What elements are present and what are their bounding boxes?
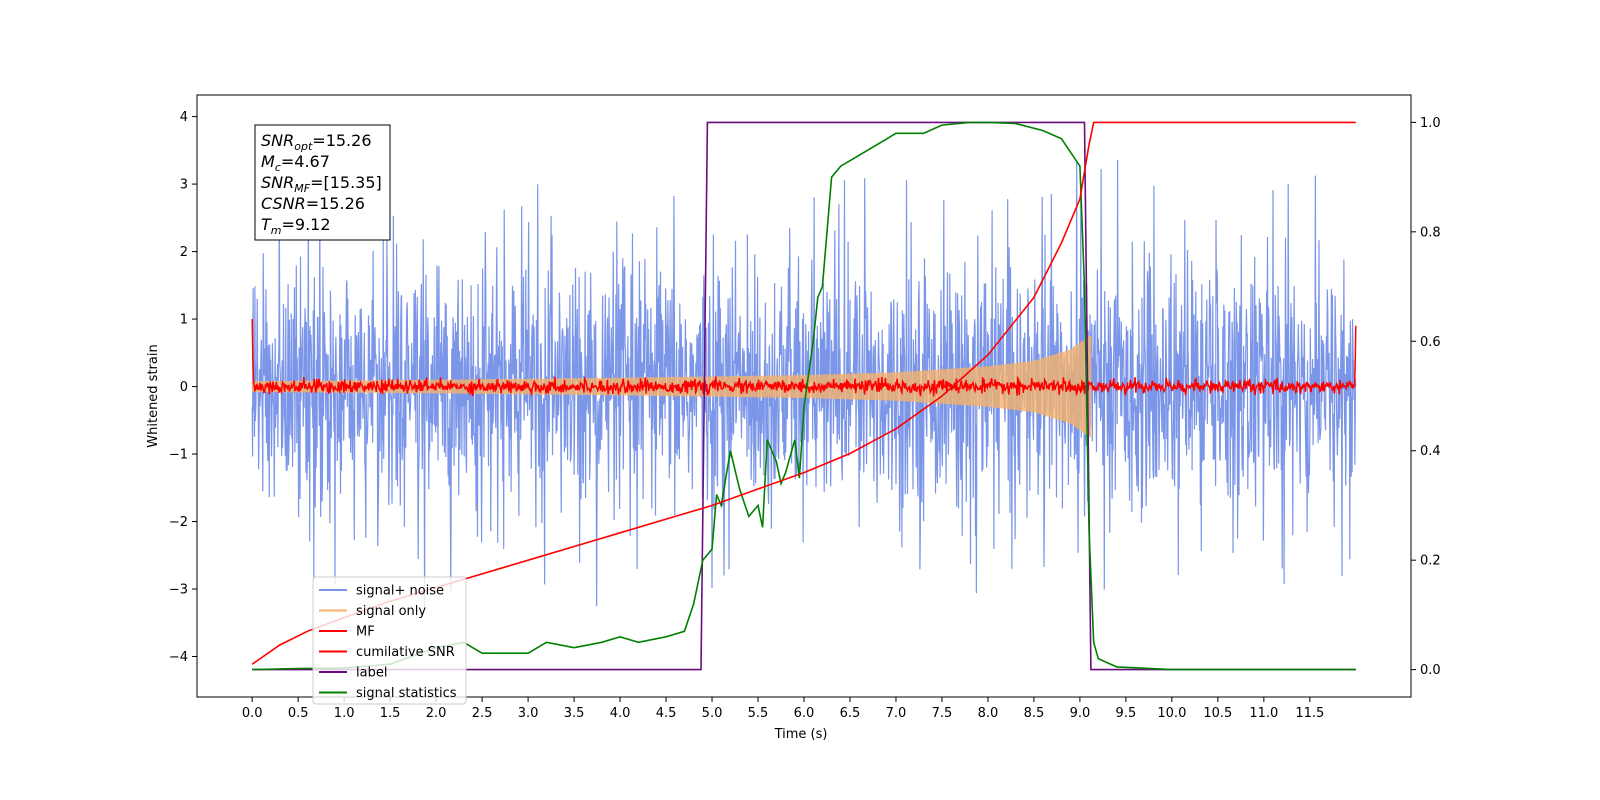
y2-tick-label: 0.0 (1420, 663, 1441, 678)
legend-frame (312, 576, 467, 705)
series-mf (251, 319, 1357, 397)
x-tick-label: 6.5 (840, 706, 861, 721)
y-tick-label: 1 (180, 313, 188, 328)
x-tick-label: 0.5 (288, 706, 309, 721)
x-tick-label: 2.0 (426, 706, 447, 721)
x-tick-label: 11.0 (1249, 706, 1278, 721)
x-tick-label: 5.5 (748, 706, 769, 721)
x-tick-label: 6.0 (794, 706, 815, 721)
y-axis-right: 0.0 0.2 0.4 0.6 0.8 1.0 (1411, 116, 1441, 678)
y2-tick-label: 0.4 (1420, 444, 1441, 459)
y-axis-label: Whitened strain (146, 344, 161, 447)
x-tick-label: 8.0 (978, 706, 999, 721)
x-tick-label: 3.5 (564, 706, 585, 721)
x-tick-label: 8.5 (1024, 706, 1045, 721)
annotation-line: SNRMF=[15.35] (261, 173, 382, 195)
annotation-frame (254, 124, 391, 241)
y-tick-label: −3 (169, 583, 188, 598)
x-tick-label: 1.0 (334, 706, 355, 721)
x-tick-label: 10.0 (1157, 706, 1186, 721)
x-tick-label: 10.5 (1203, 706, 1232, 721)
legend-entry: signal+ noise (356, 584, 444, 599)
x-tick-label: 11.5 (1295, 706, 1324, 721)
legend-entry: signal only (356, 604, 426, 619)
x-axis-label: Time (s) (774, 727, 828, 742)
legend-entry: label (356, 666, 387, 681)
x-tick-label: 4.0 (610, 706, 631, 721)
annotation-line: Tm=9.12 (261, 215, 331, 237)
y-tick-label: 0 (180, 380, 188, 395)
legend-entry: cumilative SNR (356, 645, 455, 660)
x-tick-label: 7.0 (886, 706, 907, 721)
annotation-line: Mc=4.67 (261, 152, 330, 174)
y2-tick-label: 1.0 (1420, 116, 1441, 131)
x-tick-label: 3.0 (518, 706, 539, 721)
x-tick-label: 1.5 (380, 706, 401, 721)
legend: signal+ noise signal only MF cumilative SNR… (312, 576, 467, 705)
series-signal-statistics (252, 121, 1356, 671)
annotation-line: SNRopt=15.26 (261, 131, 372, 153)
series-signal-noise (251, 160, 1357, 610)
y2-tick-label: 0.6 (1420, 335, 1441, 350)
legend-entry: signal statistics (356, 686, 457, 701)
x-tick-label: 9.5 (1116, 706, 1137, 721)
y-tick-label: 3 (180, 178, 188, 193)
y-tick-label: −4 (169, 650, 188, 665)
y-tick-label: −1 (169, 448, 188, 463)
x-tick-label: 9.0 (1070, 706, 1091, 721)
x-tick-label: 4.5 (656, 706, 677, 721)
x-axis: 0.0 0.5 1.0 1.5 2.0 2.5 3.0 3.5 4.0 4.5 5.0 5.5 6.0 6… (242, 697, 1324, 721)
y2-tick-label: 0.8 (1420, 225, 1441, 240)
x-tick-label: 2.5 (472, 706, 493, 721)
x-tick-label: 7.5 (932, 706, 953, 721)
annotation-line: CSNR=15.26 (261, 194, 365, 213)
y-tick-label: 4 (180, 110, 188, 125)
x-tick-label: 0.0 (242, 706, 263, 721)
y-tick-label: 2 (180, 245, 188, 260)
y-axis-left: 4 3 2 1 0 −1 −2 −3 −4 (169, 110, 197, 665)
annotation-box: SNRopt=15.26Mc=4.67SNRMF=[15.35]CSNR=15.… (254, 124, 391, 241)
x-tick-label: 5.0 (702, 706, 723, 721)
series-label (252, 121, 1356, 671)
y2-tick-label: 0.2 (1420, 554, 1441, 569)
y-tick-label: −2 (169, 515, 188, 530)
legend-entry: MF (356, 625, 375, 640)
